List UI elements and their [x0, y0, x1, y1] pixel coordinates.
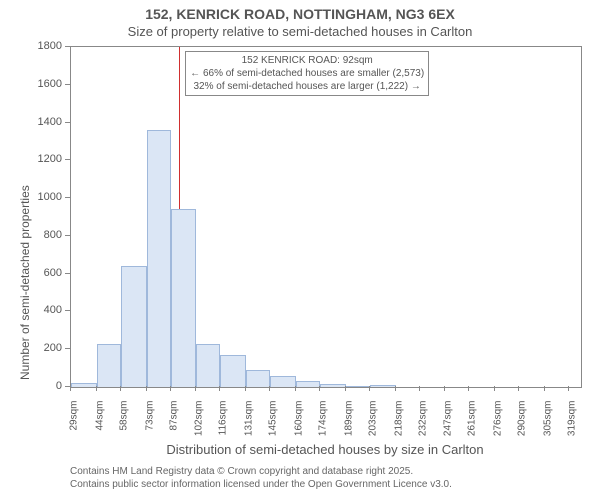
chart-title: 152, KENRICK ROAD, NOTTINGHAM, NG3 6EX — [0, 6, 600, 22]
x-tick-label: 305sqm — [542, 401, 553, 445]
x-tick — [245, 386, 246, 391]
histogram-bar — [270, 376, 296, 387]
x-tick-label: 44sqm — [94, 401, 105, 445]
y-tick-label: 1600 — [28, 78, 62, 90]
x-tick-label: 73sqm — [144, 401, 155, 445]
annotation-line-3: 32% of semi-detached houses are larger (… — [190, 80, 424, 93]
annotation-line-1: 152 KENRICK ROAD: 92sqm — [190, 54, 424, 67]
histogram-bar — [147, 130, 171, 387]
y-tick — [65, 122, 70, 123]
histogram-bar — [320, 384, 346, 387]
x-tick-label: 160sqm — [293, 401, 304, 445]
x-tick — [568, 386, 569, 391]
x-tick-label: 276sqm — [493, 401, 504, 445]
plot-area: 152 KENRICK ROAD: 92sqm ← 66% of semi-de… — [70, 46, 582, 388]
histogram-bar — [196, 344, 220, 387]
y-tick-label: 1400 — [28, 116, 62, 128]
x-tick — [319, 386, 320, 391]
x-tick-label: 145sqm — [268, 401, 279, 445]
y-tick — [65, 197, 70, 198]
y-tick — [65, 310, 70, 311]
x-tick — [395, 386, 396, 391]
footer: Contains HM Land Registry data © Crown c… — [70, 465, 452, 491]
x-tick — [518, 386, 519, 391]
x-tick — [419, 386, 420, 391]
annotation-line-2: ← 66% of semi-detached houses are smalle… — [190, 67, 424, 80]
x-tick-label: 174sqm — [317, 401, 328, 445]
x-tick-label: 131sqm — [244, 401, 255, 445]
x-tick-label: 319sqm — [566, 401, 577, 445]
histogram-bar — [171, 209, 197, 388]
histogram-bar — [370, 385, 396, 387]
y-tick — [65, 159, 70, 160]
x-tick-label: 218sqm — [393, 401, 404, 445]
y-tick — [65, 46, 70, 47]
x-tick — [170, 386, 171, 391]
histogram-bar — [121, 266, 147, 387]
x-tick-label: 87sqm — [168, 401, 179, 445]
y-tick — [65, 348, 70, 349]
histogram-bar — [296, 381, 320, 387]
x-tick-label: 58sqm — [118, 401, 129, 445]
x-tick-label: 232sqm — [417, 401, 428, 445]
y-tick-label: 600 — [28, 267, 62, 279]
x-tick — [369, 386, 370, 391]
y-tick-label: 200 — [28, 342, 62, 354]
histogram-bar — [97, 344, 121, 387]
x-tick — [219, 386, 220, 391]
x-tick — [444, 386, 445, 391]
y-tick-label: 1800 — [28, 40, 62, 52]
y-tick — [65, 235, 70, 236]
x-tick — [195, 386, 196, 391]
y-tick — [65, 273, 70, 274]
y-tick — [65, 84, 70, 85]
histogram-bar — [71, 383, 97, 387]
histogram-bar — [346, 386, 370, 387]
x-tick — [146, 386, 147, 391]
y-tick-label: 800 — [28, 229, 62, 241]
x-tick-label: 261sqm — [467, 401, 478, 445]
y-tick-label: 400 — [28, 304, 62, 316]
x-tick — [494, 386, 495, 391]
chart-subtitle: Size of property relative to semi-detach… — [0, 24, 600, 39]
histogram-bar — [220, 355, 246, 387]
y-tick-label: 0 — [28, 380, 62, 392]
x-tick-label: 29sqm — [69, 401, 80, 445]
x-tick-label: 290sqm — [517, 401, 528, 445]
x-tick — [295, 386, 296, 391]
footer-line-1: Contains HM Land Registry data © Crown c… — [70, 465, 452, 478]
x-tick — [269, 386, 270, 391]
footer-line-2: Contains public sector information licen… — [70, 478, 452, 491]
chart-container: 152, KENRICK ROAD, NOTTINGHAM, NG3 6EX S… — [0, 0, 600, 500]
histogram-bar — [246, 370, 270, 387]
x-tick-label: 102sqm — [194, 401, 205, 445]
x-tick — [120, 386, 121, 391]
x-tick — [345, 386, 346, 391]
y-tick-label: 1000 — [28, 191, 62, 203]
x-tick-label: 247sqm — [443, 401, 454, 445]
x-tick-label: 189sqm — [343, 401, 354, 445]
x-tick-label: 203sqm — [367, 401, 378, 445]
y-tick-label: 1200 — [28, 153, 62, 165]
x-tick — [96, 386, 97, 391]
x-tick — [70, 386, 71, 391]
annotation-box: 152 KENRICK ROAD: 92sqm ← 66% of semi-de… — [185, 51, 429, 96]
x-tick-label: 116sqm — [218, 401, 229, 445]
x-tick — [468, 386, 469, 391]
x-tick — [544, 386, 545, 391]
